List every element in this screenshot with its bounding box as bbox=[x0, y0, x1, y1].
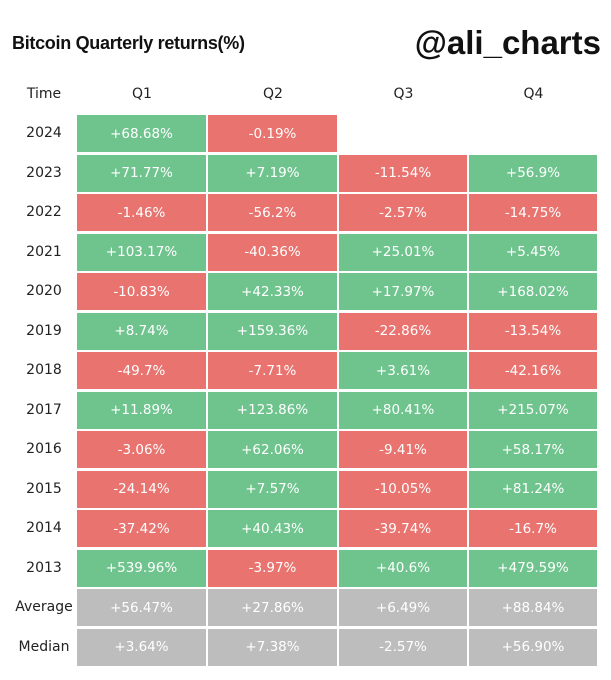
cell-2024-q2: -0.19% bbox=[208, 115, 337, 152]
column-header-q3: Q3 bbox=[393, 86, 414, 102]
cell-2023-q3: -11.54% bbox=[339, 154, 467, 192]
row-label-2022: 2022 bbox=[26, 204, 62, 220]
cell-2018-q1: -49.7% bbox=[77, 352, 206, 389]
cell-2021-q1: +103.17% bbox=[77, 233, 206, 271]
cell-2018-q2: -7.71% bbox=[208, 352, 337, 389]
cell-2018-q3: +3.61% bbox=[339, 352, 467, 389]
cell-2016-q3: -9.41% bbox=[339, 431, 467, 468]
cell-2024-q1: +68.68% bbox=[77, 115, 206, 152]
cell-2019-q2: +159.36% bbox=[208, 312, 337, 350]
cell-2019-q3: -22.86% bbox=[339, 312, 467, 350]
row-label-2021: 2021 bbox=[26, 243, 62, 260]
cell-2022-q1: -1.46% bbox=[77, 194, 206, 231]
cell-2019-q1: +8.74% bbox=[77, 312, 206, 350]
cell-2018-q4: -42.16% bbox=[469, 352, 597, 389]
cell-2021-q4: +5.45% bbox=[469, 233, 597, 271]
cell-2017-q2: +123.86% bbox=[208, 391, 337, 429]
cell-2020-q4: +168.02% bbox=[469, 273, 597, 310]
cell-2014-q3: -39.74% bbox=[339, 510, 467, 547]
cell-median-q1: +3.64% bbox=[77, 628, 206, 666]
row-label-median: Median bbox=[18, 638, 70, 655]
row-label-2019: 2019 bbox=[26, 322, 62, 339]
cell-average-q3: +6.49% bbox=[339, 589, 467, 626]
cell-2013-q4: +479.59% bbox=[469, 549, 597, 587]
cell-2022-q2: -56.2% bbox=[208, 194, 337, 231]
cell-2013-q2: -3.97% bbox=[208, 549, 337, 587]
cell-2013-q1: +539.96% bbox=[77, 549, 206, 587]
cell-average-q4: +88.84% bbox=[469, 589, 597, 626]
cell-2017-q4: +215.07% bbox=[469, 391, 597, 429]
cell-2020-q3: +17.97% bbox=[339, 273, 467, 310]
cell-average-q2: +27.86% bbox=[208, 589, 337, 626]
row-label-2015: 2015 bbox=[26, 480, 62, 497]
cell-2020-q1: -10.83% bbox=[77, 273, 206, 310]
cell-2020-q2: +42.33% bbox=[208, 273, 337, 310]
cell-2019-q4: -13.54% bbox=[469, 312, 597, 350]
column-header-q1: Q1 bbox=[132, 86, 152, 102]
row-label-2024: 2024 bbox=[26, 125, 62, 141]
row-label-2023: 2023 bbox=[26, 164, 62, 181]
row-label-2013: 2013 bbox=[26, 559, 62, 576]
row-label-2018: 2018 bbox=[26, 362, 62, 378]
column-header-q2: Q2 bbox=[263, 86, 283, 102]
cell-2015-q4: +81.24% bbox=[469, 470, 597, 508]
cell-2021-q3: +25.01% bbox=[339, 233, 467, 271]
cell-2015-q3: -10.05% bbox=[339, 470, 467, 508]
cell-2016-q2: +62.06% bbox=[208, 431, 337, 468]
cell-2013-q3: +40.6% bbox=[339, 549, 467, 587]
cell-median-q2: +7.38% bbox=[208, 628, 337, 666]
row-label-2014: 2014 bbox=[26, 520, 62, 536]
row-label-2020: 2020 bbox=[26, 283, 62, 299]
cell-2023-q2: +7.19% bbox=[208, 154, 337, 192]
cell-2023-q1: +71.77% bbox=[77, 154, 206, 192]
cell-2021-q2: -40.36% bbox=[208, 233, 337, 271]
chart-title: Bitcoin Quarterly returns(%) bbox=[12, 33, 245, 53]
cell-2014-q2: +40.43% bbox=[208, 510, 337, 547]
cell-average-q1: +56.47% bbox=[77, 589, 206, 626]
cell-2016-q4: +58.17% bbox=[469, 431, 597, 468]
cell-2022-q4: -14.75% bbox=[469, 194, 597, 231]
cell-2017-q1: +11.89% bbox=[77, 391, 206, 429]
watermark-handle: @ali_charts bbox=[414, 24, 601, 61]
row-label-2017: 2017 bbox=[26, 401, 62, 418]
cell-2022-q3: -2.57% bbox=[339, 194, 467, 231]
row-label-average: Average bbox=[15, 599, 73, 615]
cell-2014-q1: -37.42% bbox=[77, 510, 206, 547]
row-label-2016: 2016 bbox=[26, 441, 62, 457]
cell-2017-q3: +80.41% bbox=[339, 391, 467, 429]
cell-2015-q1: -24.14% bbox=[77, 470, 206, 508]
column-header-q4: Q4 bbox=[523, 86, 544, 102]
cell-2014-q4: -16.7% bbox=[469, 510, 597, 547]
cell-2016-q1: -3.06% bbox=[77, 431, 206, 468]
cell-2023-q4: +56.9% bbox=[469, 154, 597, 192]
column-header-time: Time bbox=[26, 86, 62, 102]
cell-2015-q2: +7.57% bbox=[208, 470, 337, 508]
cell-median-q3: -2.57% bbox=[339, 628, 467, 666]
cell-median-q4: +56.90% bbox=[469, 628, 597, 666]
